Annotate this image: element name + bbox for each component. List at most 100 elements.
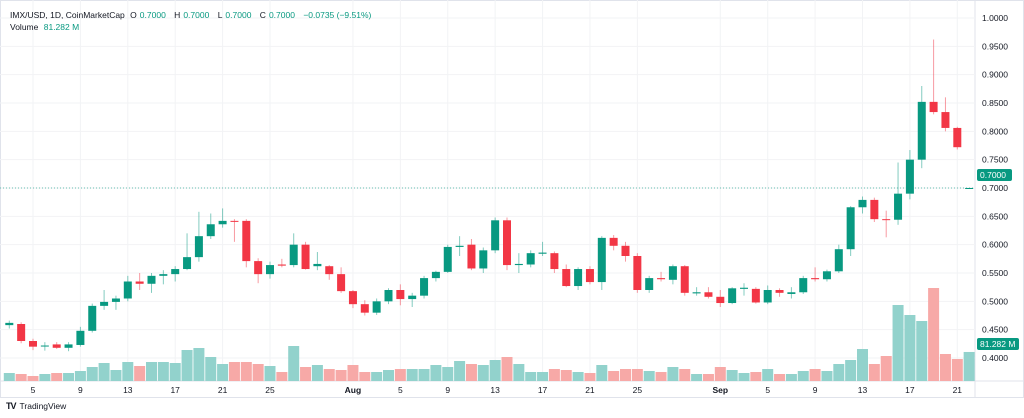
volume-bar <box>762 369 774 381</box>
last-volume-label: 81.282 M <box>980 339 1015 349</box>
candle-up <box>905 159 914 194</box>
candle-up <box>218 220 227 225</box>
low-label: L <box>217 10 223 20</box>
candle-up <box>645 278 654 290</box>
volume-bar <box>939 354 951 381</box>
candle-up <box>266 265 274 275</box>
candle-up <box>431 271 440 279</box>
volume-bar <box>27 376 39 381</box>
candle-down <box>657 278 666 280</box>
candle-down <box>467 244 476 269</box>
time-tick-label: 21 <box>953 385 963 395</box>
candle-down <box>929 101 938 113</box>
last-price-badge <box>977 169 1012 181</box>
time-tick-label: 5 <box>398 385 403 395</box>
time-tick-label: 21 <box>585 385 595 395</box>
candle-up <box>846 207 855 250</box>
candle-up <box>526 253 535 265</box>
price-tick-label: 0.6000 <box>982 240 1008 250</box>
time-tick-label: 13 <box>858 385 868 395</box>
volume-bar <box>157 362 169 381</box>
volume-bar <box>714 367 726 381</box>
candle-down <box>941 112 950 128</box>
price-tick-label: 0.5000 <box>982 296 1008 306</box>
candle-up <box>917 101 926 160</box>
volume-bar <box>833 364 845 381</box>
candle-down <box>242 220 251 262</box>
volume-bar <box>169 363 181 381</box>
volume-bar <box>537 372 549 381</box>
volume-bar <box>857 349 868 381</box>
volume-bar <box>134 366 146 381</box>
volume-bar <box>584 373 596 381</box>
volume-bar <box>406 369 418 381</box>
volume-bar <box>667 367 679 381</box>
volume-bar <box>513 364 525 381</box>
volume-bar <box>371 372 383 381</box>
volume-bar <box>347 365 359 381</box>
chart-frame <box>0 0 1024 398</box>
candle-down <box>882 219 891 221</box>
last-volume-badge <box>977 338 1019 350</box>
volume-bar <box>122 362 134 381</box>
time-tick-label: 9 <box>78 385 83 395</box>
low-value: 0.7000 <box>225 10 252 20</box>
volume-bar <box>928 288 940 381</box>
candle-up <box>763 290 772 303</box>
volume-bar <box>98 363 110 381</box>
price-tick-label: 0.8000 <box>982 126 1008 136</box>
tradingview-logo[interactable]: TV TradingView <box>6 401 66 411</box>
price-tick-label: 0.7000 <box>982 183 1008 193</box>
candle-up <box>799 278 808 293</box>
volume-bar <box>951 359 963 381</box>
candle-down <box>337 274 346 292</box>
candle-up <box>574 269 583 287</box>
candle-up <box>740 287 748 289</box>
volume-bar <box>335 370 347 381</box>
time-tick-label: 17 <box>905 385 915 395</box>
candle-up <box>728 288 737 304</box>
candle-up <box>100 301 109 306</box>
ohlc-row: IMX/USD, 1D, CoinMarketCap O 0.7000 H 0.70… <box>10 9 374 21</box>
candle-down <box>953 127 962 148</box>
volume-bar <box>785 374 797 381</box>
candle-down <box>396 290 405 300</box>
candle-up <box>147 275 156 284</box>
candle-down <box>621 245 630 256</box>
candle-up <box>5 322 14 326</box>
volume-bar <box>525 372 537 381</box>
volume-bar <box>146 362 157 381</box>
volume-bar <box>608 371 620 381</box>
volume-bar <box>264 366 276 381</box>
volume-bar <box>691 374 703 381</box>
volume-bar <box>288 346 300 381</box>
price-tick-label: 0.5500 <box>982 268 1008 278</box>
candle-up <box>76 330 85 345</box>
volume-bar <box>489 360 501 381</box>
volume-bar <box>548 369 560 381</box>
candle-up <box>384 290 393 302</box>
candle-up <box>171 269 180 275</box>
candle-up <box>159 274 168 276</box>
volume-bar <box>15 374 27 381</box>
candle-down <box>360 304 369 313</box>
candle-up <box>834 249 843 272</box>
volume-bar <box>110 370 122 381</box>
candle-up <box>408 295 417 300</box>
time-tick-label: Sep <box>713 385 729 395</box>
volume-bar <box>465 364 477 381</box>
volume-bar <box>51 373 63 381</box>
candle-up <box>123 281 132 299</box>
candle-up <box>668 266 677 280</box>
volume-bar <box>193 348 205 381</box>
volume-bar <box>892 305 904 381</box>
candle-up <box>372 301 381 313</box>
volume-bar <box>631 369 643 381</box>
candlestick-chart[interactable]: 1.0000 0.9500 0.9000 0.8500 0.8000 0.7500 0.70… <box>0 0 1024 398</box>
symbol-title: IMX/USD, 1D, CoinMarketCap <box>10 10 125 20</box>
volume-bar <box>205 357 217 381</box>
volume-bar <box>880 356 892 381</box>
volume-bar <box>679 369 691 381</box>
candle-down <box>325 266 334 275</box>
close-label: C <box>259 10 266 20</box>
